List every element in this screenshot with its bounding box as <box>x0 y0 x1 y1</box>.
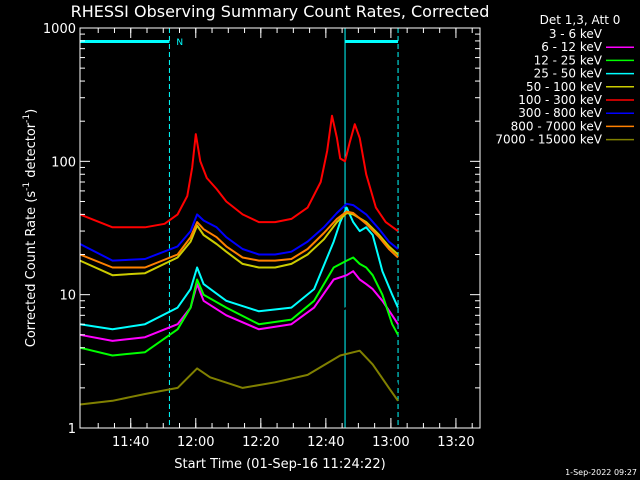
series-line-3 <box>79 206 399 331</box>
legend-label: 12 - 25 keV <box>534 53 603 67</box>
y-tick-label: 1 <box>68 422 76 437</box>
x-tick-label: 13:00 <box>372 435 409 450</box>
y-tick-label: 100 <box>51 155 76 170</box>
legend-label: 300 - 800 keV <box>518 106 602 120</box>
legend-label: 7000 - 15000 keV <box>495 133 602 147</box>
y-tick-label: 10 <box>59 289 76 304</box>
legend-label: 50 - 100 keV <box>526 80 603 94</box>
series-line-6 <box>79 202 399 262</box>
y-axis-label-sup1: -1 <box>22 182 32 191</box>
series-line-4 <box>79 212 399 277</box>
legend-label: 25 - 50 keV <box>534 67 603 81</box>
y-axis-label-suffix: ) <box>24 109 39 114</box>
chart-title: RHESSI Observing Summary Count Rates, Co… <box>71 2 490 21</box>
x-tick-label: 12:20 <box>242 435 279 450</box>
y-axis: 1 10 100 1000 <box>43 22 480 437</box>
night-interval-1 <box>344 28 399 428</box>
legend-header: Det 1,3, Att 0 <box>540 13 621 27</box>
series-line-0 <box>80 299 399 389</box>
y-axis-label-mid: detector <box>24 122 39 182</box>
footer-timestamp: 1-Sep-2022 09:27 <box>565 468 637 477</box>
x-axis: 11:40 12:00 12:20 12:40 13:00 13:20 <box>97 28 475 450</box>
legend-label: 100 - 300 keV <box>518 93 602 107</box>
x-tick-label: 11:40 <box>112 435 149 450</box>
y-tick-label: 1000 <box>43 22 76 37</box>
x-tick-label: 12:40 <box>307 435 344 450</box>
x-axis-label: Start Time (01-Sep-16 11:24:22) <box>174 457 385 472</box>
series-line-2 <box>79 256 399 357</box>
series-line-5 <box>79 114 399 232</box>
series-line-7 <box>79 210 399 269</box>
night-bar <box>345 40 399 43</box>
night-bar <box>80 40 170 43</box>
y-axis-label: Corrected Count Rate (s-1 detector-1) <box>22 109 39 347</box>
x-tick-label: 12:00 <box>177 435 214 450</box>
night-bar-label: N <box>176 38 183 48</box>
plot-frame <box>79 27 481 429</box>
y-axis-label-sup2: -1 <box>22 114 32 123</box>
plot-area: N <box>79 28 399 428</box>
legend-label: 6 - 12 keV <box>541 40 603 54</box>
series-line-1 <box>79 270 399 342</box>
night-interval-0: N <box>80 28 183 428</box>
x-tick-label: 13:20 <box>437 435 474 450</box>
legend-label: 3 - 6 keV <box>549 27 603 41</box>
series-line-8 <box>79 349 399 406</box>
y-axis-label-prefix: Corrected Count Rate (s <box>24 191 39 348</box>
legend-label: 800 - 7000 keV <box>511 119 603 133</box>
